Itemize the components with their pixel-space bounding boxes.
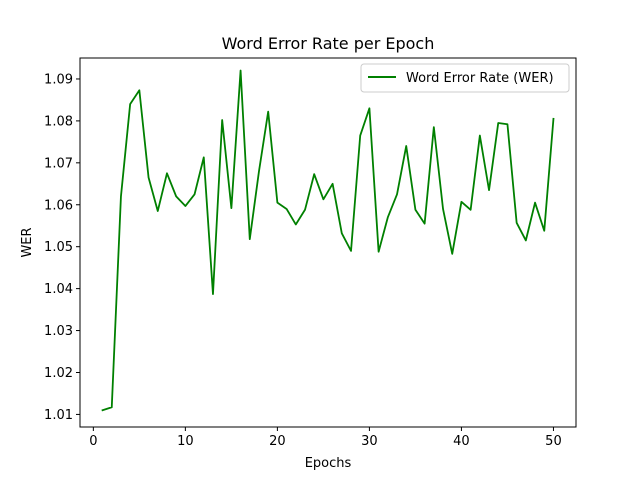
y-tick-label: 1.02 <box>44 366 73 381</box>
axes-frame <box>79 57 577 428</box>
y-tick-label: 1.06 <box>44 198 73 213</box>
x-axis-label: Epochs <box>305 456 352 471</box>
plot-area: 1.01 1.02 1.03 1.04 1.05 1.06 1.07 1.08 1.09 0 10… <box>44 57 577 449</box>
chart-title: Word Error Rate per Epoch <box>222 34 435 53</box>
series-layer <box>101 69 555 412</box>
x-tick-label: 50 <box>545 434 562 449</box>
y-tick-label: 1.07 <box>44 156 73 171</box>
x-tick-label: 20 <box>269 434 286 449</box>
axes-background <box>80 58 576 427</box>
y-tick-label: 1.04 <box>44 282 73 297</box>
y-tick-label: 1.05 <box>44 240 73 255</box>
y-axis-label: WER <box>20 227 35 257</box>
x-tick-label: 0 <box>89 434 97 449</box>
y-axis-ticks: 1.01 1.02 1.03 1.04 1.05 1.06 1.07 1.08 1.09 <box>44 72 80 423</box>
legend-box <box>360 63 570 93</box>
y-tick-label: 1.09 <box>44 72 73 87</box>
y-tick-label: 1.01 <box>44 408 73 423</box>
x-tick-label: 40 <box>453 434 470 449</box>
y-tick-label: 1.03 <box>44 324 73 339</box>
x-tick-label: 10 <box>177 434 194 449</box>
series-line-0 <box>101 69 555 412</box>
x-tick-label: 30 <box>361 434 378 449</box>
legend-label: Word Error Rate (WER) <box>406 71 554 86</box>
legend: Word Error Rate (WER) <box>360 63 570 93</box>
y-tick-label: 1.08 <box>44 114 73 129</box>
x-axis-ticks: 0 10 20 30 40 50 <box>89 427 562 449</box>
